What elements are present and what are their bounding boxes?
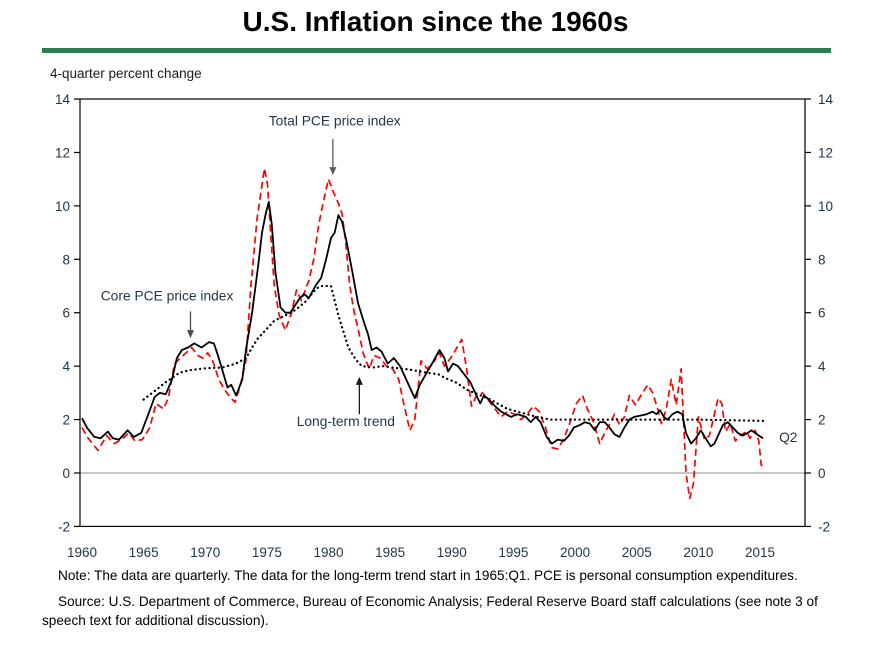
x-axis-tick-label: 1990: [437, 545, 467, 560]
y-axis-tick-label-left: 8: [62, 252, 70, 267]
x-axis-tick-label: 1960: [67, 545, 97, 560]
note-text: Note: The data are quarterly. The data f…: [58, 568, 798, 583]
x-axis-tick-label: 1985: [375, 545, 405, 560]
x-axis-tick-label: 2000: [560, 545, 590, 560]
y-axis-tick-label-left: 12: [55, 145, 70, 160]
y-axis-tick-label-left: 6: [62, 306, 70, 321]
title-divider: [42, 48, 831, 53]
footnotes: Note: The data are quarterly. The data f…: [42, 566, 840, 637]
q2-label: Q2: [779, 430, 797, 445]
y-axis-tick-label-left: 10: [55, 199, 70, 214]
y-axis-tick-label-right: 0: [818, 466, 826, 481]
core-pce-price-index-line: [81, 201, 764, 448]
page-title: U.S. Inflation since the 1960s: [242, 6, 629, 37]
long-term-trend-label: Long-term trend: [297, 414, 395, 429]
x-axis-tick-label: 1965: [129, 545, 159, 560]
y-axis-tick-label-right: 10: [818, 199, 833, 214]
y-axis-tick-label-left: 2: [62, 413, 70, 428]
core-pce-label-arrow-head: [186, 330, 194, 339]
total-pce-label-arrow-head: [329, 167, 337, 176]
y-axis-tick-label-right: 4: [818, 359, 826, 374]
plot-border: [79, 98, 806, 528]
y-axis-tick-label-right: 2: [818, 413, 826, 428]
x-axis-tick-label: 1980: [314, 545, 344, 560]
y-axis-tick-label-left: 4: [62, 359, 70, 374]
y-axis-unit-label: 4-quarter percent change: [50, 66, 202, 81]
long-term-trend-label-arrow-head: [355, 376, 363, 385]
x-axis-tick-label: 1975: [252, 545, 282, 560]
y-axis-tick-label-right: 6: [818, 306, 826, 321]
long-term-trend-line: [142, 284, 765, 423]
y-axis-tick-label-left: 14: [55, 92, 71, 107]
y-axis-tick-label-left: -2: [58, 519, 70, 534]
core-pce-label: Core PCE price index: [101, 288, 234, 303]
y-axis-tick-label-right: 14: [818, 92, 834, 107]
x-axis-tick-label: 2005: [622, 545, 652, 560]
y-axis-tick-label-right: -2: [818, 519, 830, 534]
source-text: Source: U.S. Department of Commerce, Bur…: [42, 594, 818, 628]
y-axis-tick-label-right: 12: [818, 145, 833, 160]
x-axis-tick-label: 2015: [745, 545, 775, 560]
x-axis-tick-label: 2010: [683, 545, 713, 560]
y-axis-tick-label-right: 8: [818, 252, 826, 267]
x-axis-tick-label: 1995: [498, 545, 528, 560]
total-pce-label: Total PCE price index: [269, 113, 401, 128]
x-axis-tick-label: 1970: [190, 545, 220, 560]
total-pce-price-index-line: [81, 167, 764, 500]
y-axis-tick-label-left: 0: [62, 466, 70, 481]
